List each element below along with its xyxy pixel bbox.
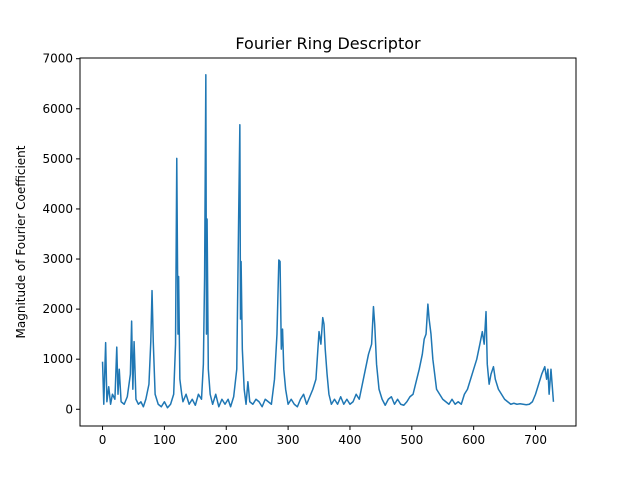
x-tick-label: 0	[99, 433, 107, 447]
x-tick-label: 600	[462, 433, 485, 447]
x-tick-label: 700	[524, 433, 547, 447]
y-axis-label: Magnitude of Fourier Coefficient	[14, 145, 28, 338]
x-tick-label: 500	[400, 433, 423, 447]
x-tick-label: 400	[339, 433, 362, 447]
y-tick-label: 2000	[42, 302, 73, 316]
chart-title: Fourier Ring Descriptor	[235, 34, 421, 53]
y-tick-label: 7000	[42, 52, 73, 66]
x-tick-label: 300	[277, 433, 300, 447]
y-tick-label: 5000	[42, 152, 73, 166]
data-line	[101, 73, 555, 409]
y-tick-label: 4000	[42, 202, 73, 216]
plot-frame	[79, 57, 577, 427]
x-tick-label: 100	[153, 433, 176, 447]
x-tick-label: 200	[215, 433, 238, 447]
y-tick-label: 0	[65, 402, 73, 416]
y-tick-label: 3000	[42, 252, 73, 266]
y-tick-label: 6000	[42, 102, 73, 116]
y-tick-label: 1000	[42, 352, 73, 366]
